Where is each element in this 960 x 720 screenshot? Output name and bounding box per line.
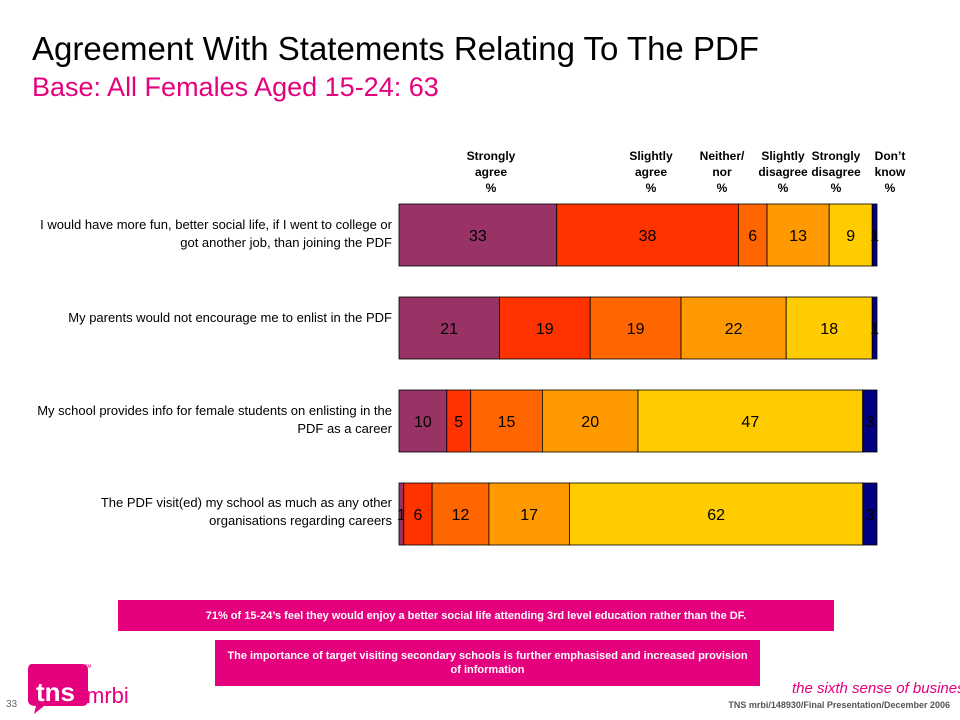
bar-value-label: 15 (498, 414, 516, 431)
bar-value-label: 1 (870, 228, 879, 245)
logo-tns-text: tns (36, 677, 75, 707)
bar-segment (828, 203, 873, 267)
column-header-neither-nor: Neither/ nor % (690, 148, 754, 196)
column-header-line: nor (712, 165, 732, 179)
bar-segment (680, 296, 787, 360)
footer-reference: TNS mrbi/148930/Final Presentation/Decem… (728, 700, 950, 710)
column-header-line: % (830, 181, 842, 195)
bar-segment (785, 296, 873, 360)
row-label-social-life: I would have more fun, better social lif… (40, 217, 392, 250)
callout-social-life: 71% of 15-24’s feel they would enjoy a b… (118, 600, 834, 631)
bar-value-label: 19 (627, 321, 645, 338)
bar-segment (398, 296, 500, 360)
column-header-line: Slightly (629, 149, 673, 163)
bar-value-label: 10 (414, 414, 432, 431)
bar-segment (498, 296, 591, 360)
column-header-line: Strongly (811, 149, 861, 163)
column-header-line: agree (474, 165, 508, 179)
column-header-line: Don’t (874, 149, 906, 163)
bar-segment (766, 203, 830, 267)
tagline-text: the sixth sense of business (792, 680, 960, 697)
column-header-slightly-agree: Slightly agree % (619, 148, 683, 196)
column-header-line: disagree (811, 165, 861, 179)
bar-segment (737, 203, 768, 267)
column-header-line: Neither/ (699, 149, 745, 163)
logo-mrbi-text: mrbi (86, 683, 129, 708)
bar-value-label: 6 (748, 228, 757, 245)
bar-value-label: 19 (536, 321, 554, 338)
row-label-pdf-visit: The PDF visit(ed) my school as much as a… (100, 495, 392, 528)
bar-value-label: 62 (707, 507, 725, 524)
column-header-line: know (874, 165, 906, 179)
bar-value-label: 47 (741, 414, 759, 431)
bar-value-label: 38 (639, 228, 657, 245)
bar-segment (398, 203, 558, 267)
column-header-line: % (884, 181, 896, 195)
column-header-line: % (777, 181, 789, 195)
bar-value-label: 5 (454, 414, 463, 431)
bar-value-label: 17 (520, 507, 538, 524)
slide-subtitle: Base: All Females Aged 15-24: 63 (32, 72, 439, 102)
column-header-strongly-disagree: Strongly disagree % (804, 148, 868, 196)
column-header-line: agree (634, 165, 668, 179)
bar-value-label: 6 (413, 507, 422, 524)
bar-segment (403, 482, 433, 546)
column-header-line: Strongly (466, 149, 516, 163)
bar-value-label: 9 (846, 228, 855, 245)
bar-segment (871, 203, 878, 267)
logo-trademark: ™ (84, 663, 92, 672)
column-header-line: disagree (758, 165, 808, 179)
column-header-strongly-agree: Strongly agree % (459, 148, 523, 196)
bar-value-label: 1 (870, 321, 879, 338)
bar-segment (542, 389, 639, 453)
bar-value-label: 18 (820, 321, 838, 338)
bar-value-label: 1 (397, 507, 406, 524)
tns-logo-icon (28, 664, 88, 714)
bar-value-label: 21 (440, 321, 458, 338)
bar-value-label: 22 (725, 321, 743, 338)
tagline: the sixth sense of business™ (792, 680, 960, 697)
column-header-line: % (645, 181, 657, 195)
bar-segment (589, 296, 682, 360)
bar-segment (431, 482, 490, 546)
bar-segment (470, 389, 543, 453)
bar-value-label: 33 (469, 228, 487, 245)
bar-segment (871, 296, 878, 360)
column-header-line: Slightly (761, 149, 805, 163)
bar-value-label: 3 (865, 414, 874, 431)
slide-title: Agreement With Statements Relating To Th… (32, 30, 759, 67)
row-label-parents: My parents would not encourage me to enl… (68, 310, 392, 325)
bar-segment (862, 482, 878, 546)
bar-segment (862, 389, 878, 453)
column-header-line: % (485, 181, 497, 195)
callout-school-visits: The importance of target visiting second… (215, 640, 760, 686)
bar-value-label: 20 (581, 414, 599, 431)
page-number: 33 (6, 699, 18, 710)
row-label-school-info: My school provides info for female stude… (37, 403, 392, 436)
column-header-dont-know: Don’t know % (858, 148, 922, 196)
bar-segment (637, 389, 864, 453)
column-header-line: % (716, 181, 728, 195)
bar-value-label: 3 (865, 507, 874, 524)
column-header-slightly-disagree: Slightly disagree % (751, 148, 815, 196)
bar-segment (568, 482, 864, 546)
bar-value-label: 13 (789, 228, 807, 245)
bar-value-label: 12 (452, 507, 470, 524)
bar-segment (556, 203, 739, 267)
